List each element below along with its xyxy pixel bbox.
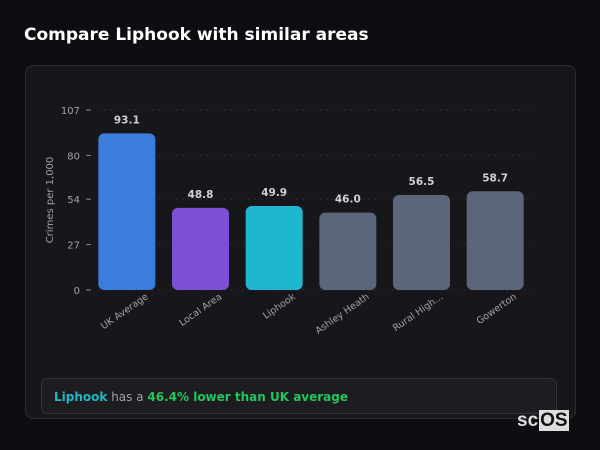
x-tick-label: Local Area bbox=[177, 291, 224, 328]
data-label: 56.5 bbox=[409, 176, 435, 188]
y-tick-label: 107 bbox=[61, 106, 80, 117]
page-title: Compare Liphook with similar areas bbox=[24, 25, 369, 45]
x-tick-label: Liphook bbox=[261, 291, 298, 322]
y-tick-label: 54 bbox=[67, 195, 80, 206]
bar bbox=[245, 206, 303, 290]
bar bbox=[393, 194, 450, 290]
data-label: 49.9 bbox=[261, 187, 287, 199]
comparison-result: 46.4% lower than UK average bbox=[147, 390, 348, 404]
bar bbox=[466, 191, 524, 290]
data-label: 46.0 bbox=[335, 194, 361, 206]
y-tick-label: 27 bbox=[67, 241, 80, 252]
bar bbox=[319, 212, 377, 290]
area-name: Liphook bbox=[54, 390, 108, 404]
x-tick-label: Gowerton bbox=[475, 291, 519, 327]
logo: sc OS bbox=[516, 410, 569, 432]
y-axis-label: Crimes per 1,000 bbox=[45, 157, 56, 244]
x-tick-label: Ashley Heath bbox=[314, 291, 372, 336]
bar bbox=[98, 133, 156, 290]
data-label: 48.8 bbox=[188, 189, 214, 201]
data-label: 58.7 bbox=[482, 172, 508, 184]
logo-boxed: OS bbox=[539, 410, 569, 431]
bar bbox=[172, 207, 229, 290]
x-tick-label: Rural High... bbox=[391, 291, 445, 334]
logo-prefix: sc bbox=[517, 410, 539, 431]
x-tick-label: UK Average bbox=[99, 291, 151, 332]
y-tick-label: 80 bbox=[67, 151, 80, 162]
comparison-summary: Liphook has a 46.4% lower than UK averag… bbox=[41, 378, 557, 414]
y-tick-label: 0 bbox=[74, 286, 80, 297]
data-label: 93.1 bbox=[114, 114, 140, 126]
summary-text: has a bbox=[107, 390, 148, 404]
